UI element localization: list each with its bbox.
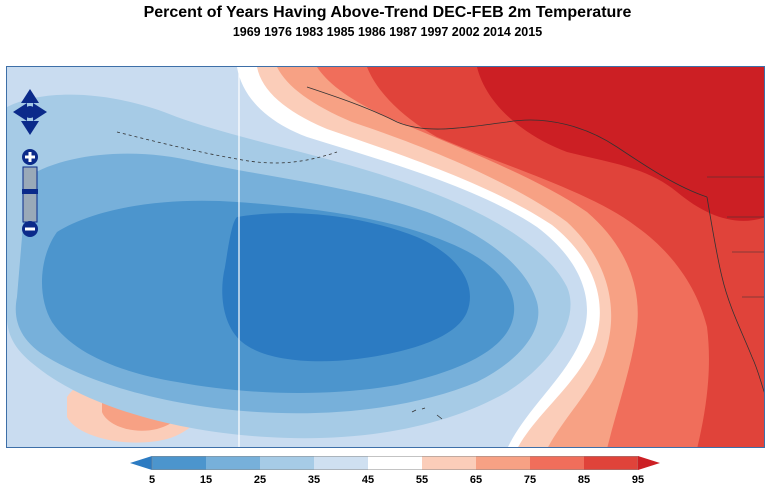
hawaii-islands [411, 407, 443, 420]
legend-tick-label: 65 [469, 474, 483, 486]
legend-swatch [314, 456, 369, 470]
map-navigation[interactable] [13, 89, 47, 239]
legend-swatch [476, 456, 531, 470]
legend-low-arrow [130, 456, 152, 470]
zoom-slider-handle[interactable] [22, 189, 38, 194]
chart-subtitle: 1969 1976 1983 1985 1986 1987 1997 2002 … [232, 25, 543, 39]
zoom-out-button[interactable] [22, 221, 38, 237]
legend-swatch [530, 456, 585, 470]
legend-swatch [206, 456, 261, 470]
legend-tick-label: 85 [577, 474, 591, 486]
legend-tick-label: 25 [253, 474, 267, 486]
legend-high-arrow [638, 456, 660, 470]
legend-tick-label: 15 [199, 474, 213, 486]
alaska-coastline [306, 86, 708, 198]
legend-tick-label: 5 [148, 474, 156, 486]
zoom-slider[interactable] [22, 166, 38, 223]
legend-swatch [422, 456, 477, 470]
temperature-map [7, 67, 764, 447]
legend-tick-label: 75 [523, 474, 537, 486]
color-legend [130, 456, 660, 470]
north-america-west-coast [706, 196, 764, 393]
map-panel[interactable] [6, 66, 765, 448]
legend-swatch [368, 456, 423, 470]
legend-swatch [584, 456, 639, 470]
legend-tick-label: 35 [307, 474, 321, 486]
legend-swatch [152, 456, 207, 470]
aleutian-islands [116, 131, 338, 164]
pan-arrows-icon[interactable] [13, 89, 47, 135]
chart-title: Percent of Years Having Above-Trend DEC-… [143, 4, 632, 21]
legend-tick-label: 55 [415, 474, 429, 486]
legend-tick-label: 45 [361, 474, 375, 486]
legend-tick-label: 95 [631, 474, 645, 486]
warm-region-95 [477, 67, 764, 221]
us-state-borders [707, 176, 764, 298]
legend-swatch [260, 456, 315, 470]
cool-region-5 [222, 213, 470, 362]
zoom-in-button[interactable] [22, 149, 38, 165]
minus-icon [25, 227, 35, 231]
